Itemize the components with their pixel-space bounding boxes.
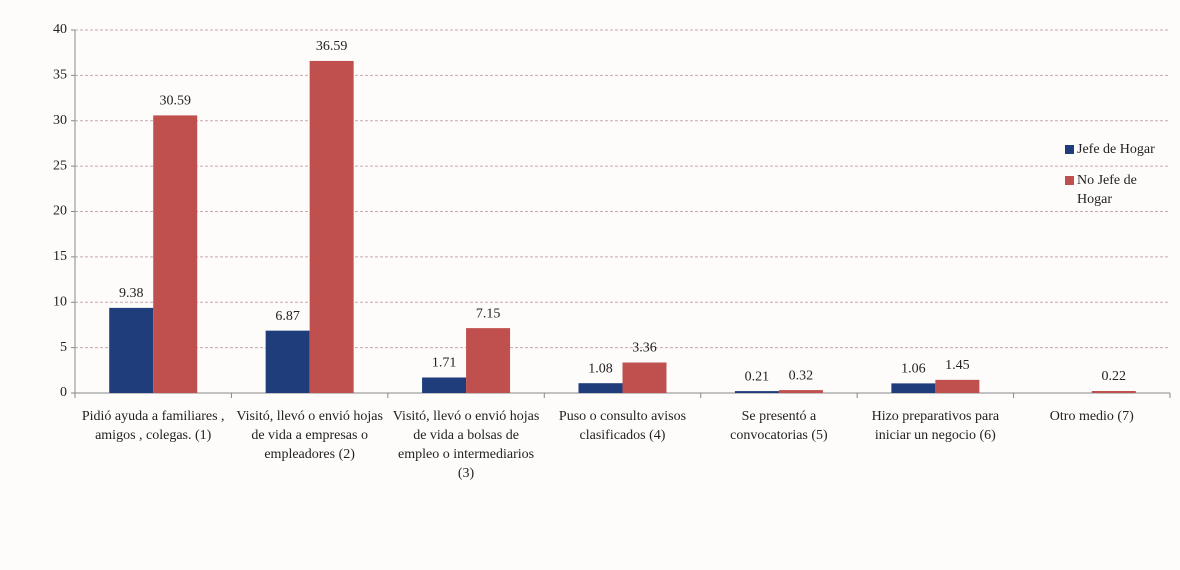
value-label: 1.45 (945, 358, 970, 373)
value-label: 0.22 (1102, 369, 1127, 384)
y-tick-label: 5 (60, 340, 67, 355)
bar (935, 379, 980, 393)
value-label: 0.32 (789, 368, 814, 383)
bar (734, 391, 779, 393)
legend-label: No Jefe de Hogar (1077, 173, 1137, 207)
value-label: 30.59 (159, 94, 191, 109)
value-label: 7.15 (476, 306, 501, 321)
legend-item: No Jefe de Hogar (1065, 171, 1170, 209)
x-tick-label: Se presentó a convocatorias (5) (730, 409, 828, 443)
y-tick-label: 15 (53, 249, 67, 264)
bar (109, 307, 154, 393)
y-tick-label: 10 (53, 294, 67, 309)
value-label: 9.38 (119, 286, 144, 301)
legend: Jefe de Hogar No Jefe de Hogar (1065, 140, 1170, 221)
bar (891, 383, 936, 393)
value-label: 1.06 (901, 362, 926, 377)
y-tick-label: 25 (53, 158, 67, 173)
bar (1091, 391, 1136, 393)
bar (466, 328, 511, 393)
bar (422, 377, 467, 393)
bar (309, 60, 354, 394)
y-tick-label: 0 (60, 385, 67, 400)
x-tick-label: Puso o consulto avisos clasificados (4) (558, 409, 687, 443)
x-tick-label: Visitó, llevó o envió hojas de vida a bo… (392, 409, 540, 481)
legend-item: Jefe de Hogar (1065, 140, 1170, 159)
value-label: 36.59 (316, 39, 348, 54)
y-tick-label: 40 (53, 22, 67, 37)
y-tick-label: 35 (53, 68, 67, 83)
bar (153, 115, 198, 393)
x-tick-label: Hizo preparativos para iniciar un negoci… (871, 409, 1000, 443)
x-tick-label: Otro medio (7) (1049, 409, 1134, 424)
value-label: 3.36 (632, 341, 657, 356)
x-tick-label: Pidió ayuda a familiares , amigos , cole… (81, 409, 225, 443)
bar (622, 362, 667, 393)
value-label: 1.71 (432, 356, 457, 371)
bar (265, 330, 310, 393)
legend-swatch (1065, 176, 1074, 185)
value-label: 0.21 (745, 369, 770, 384)
value-label: 1.08 (588, 361, 613, 376)
bar (578, 383, 623, 393)
y-tick-label: 20 (53, 204, 67, 219)
legend-label: Jefe de Hogar (1077, 142, 1155, 157)
x-tick-label: Visitó, llevó o envió hojas de vida a em… (236, 409, 383, 462)
legend-swatch (1065, 145, 1074, 154)
y-tick-label: 30 (53, 113, 67, 128)
bar (778, 390, 823, 393)
value-label: 6.87 (275, 309, 300, 324)
